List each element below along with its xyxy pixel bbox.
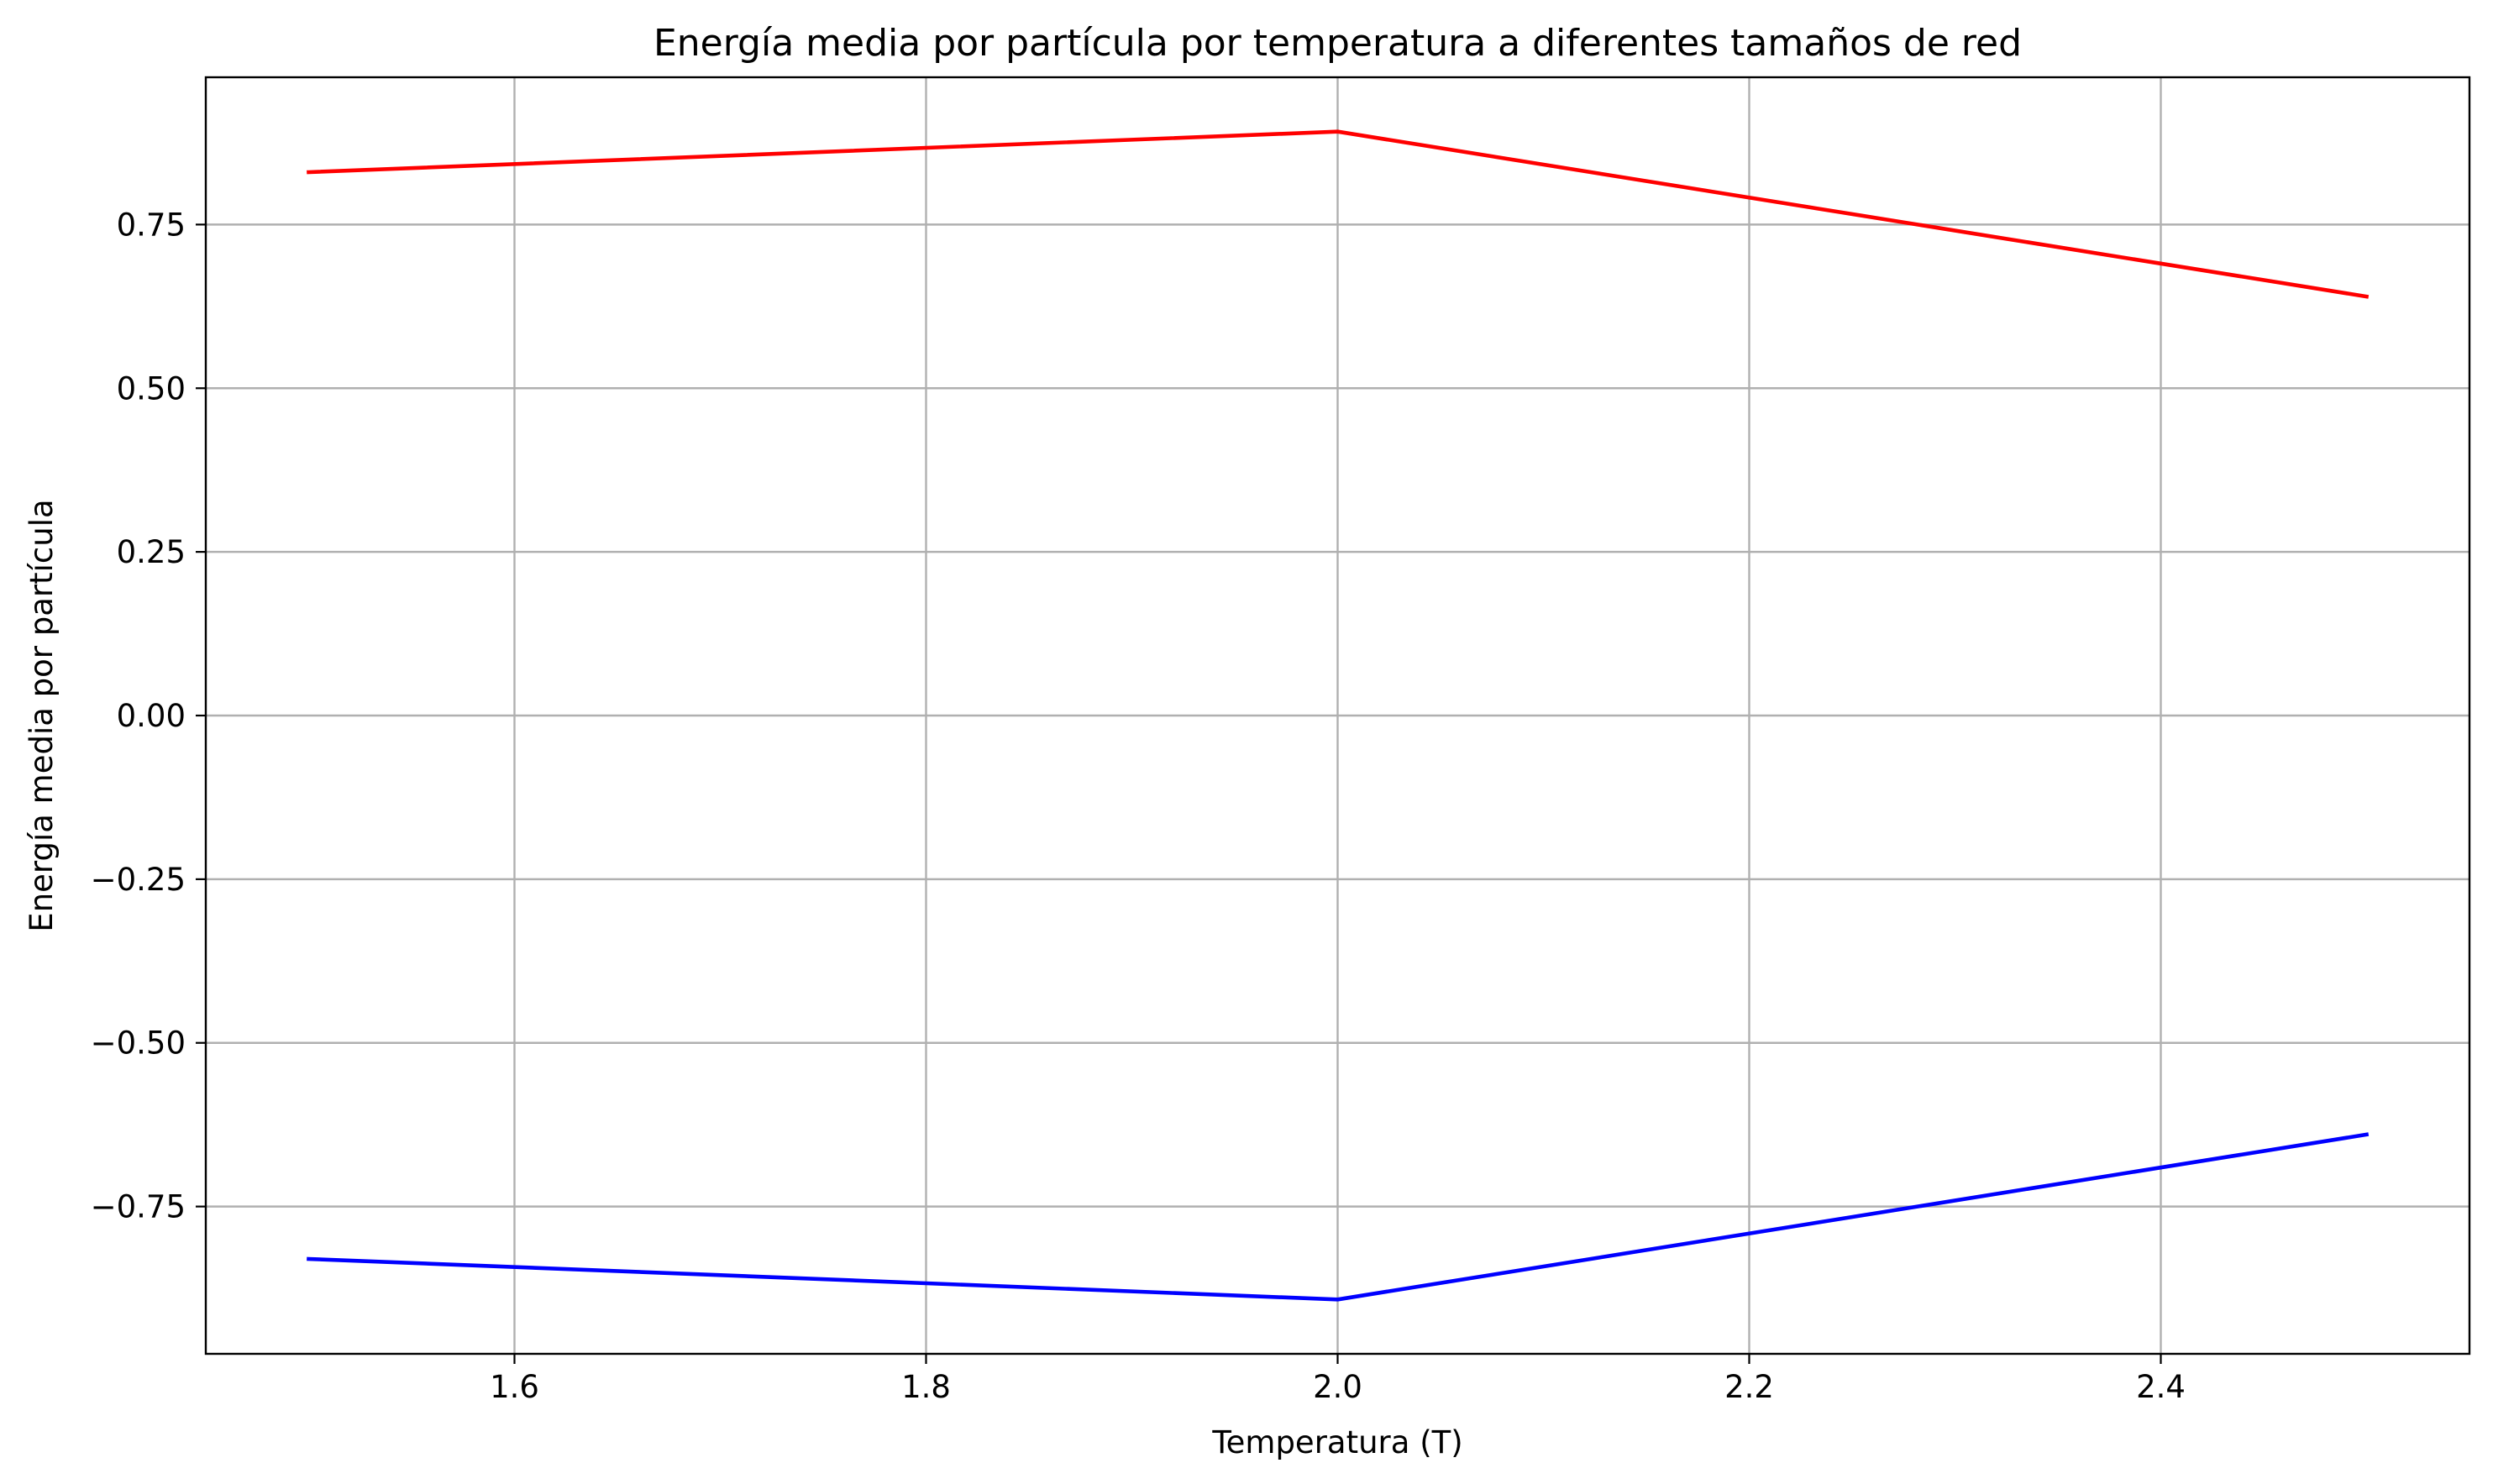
- x-tick-label-1: 1.8: [901, 1369, 951, 1405]
- series-line-1: [307, 1132, 2370, 1302]
- x-tick-label-2: 2.0: [1313, 1369, 1362, 1405]
- chart-title: Energía media por partícula por temperat…: [653, 22, 2022, 65]
- series-layer: [307, 129, 2370, 1302]
- series-line-0: [307, 129, 2370, 299]
- x-tick-label-0: 1.6: [490, 1369, 539, 1405]
- y-axis-ticks: 0.75 0.50 0.25 0.00 −0.25 −0.50 −0.75: [91, 207, 206, 1225]
- y-tick-label-2: 0.25: [117, 534, 186, 570]
- y-tick-label-3: 0.00: [117, 698, 186, 734]
- y-tick-label-5: −0.50: [91, 1025, 186, 1062]
- y-tick-label-4: −0.25: [91, 862, 186, 898]
- y-tick-label-6: −0.75: [91, 1189, 186, 1225]
- x-tick-label-4: 2.4: [2136, 1369, 2186, 1405]
- grid: [206, 77, 2469, 1354]
- x-axis-title: Temperatura (T): [1211, 1424, 1462, 1460]
- x-axis-ticks: 1.6 1.8 2.0 2.2 2.4: [490, 1354, 2186, 1405]
- y-tick-label-1: 0.50: [117, 370, 186, 406]
- y-axis-title: Energía media por partícula: [24, 499, 60, 931]
- x-tick-label-3: 2.2: [1724, 1369, 1774, 1405]
- y-tick-label-0: 0.75: [117, 207, 186, 243]
